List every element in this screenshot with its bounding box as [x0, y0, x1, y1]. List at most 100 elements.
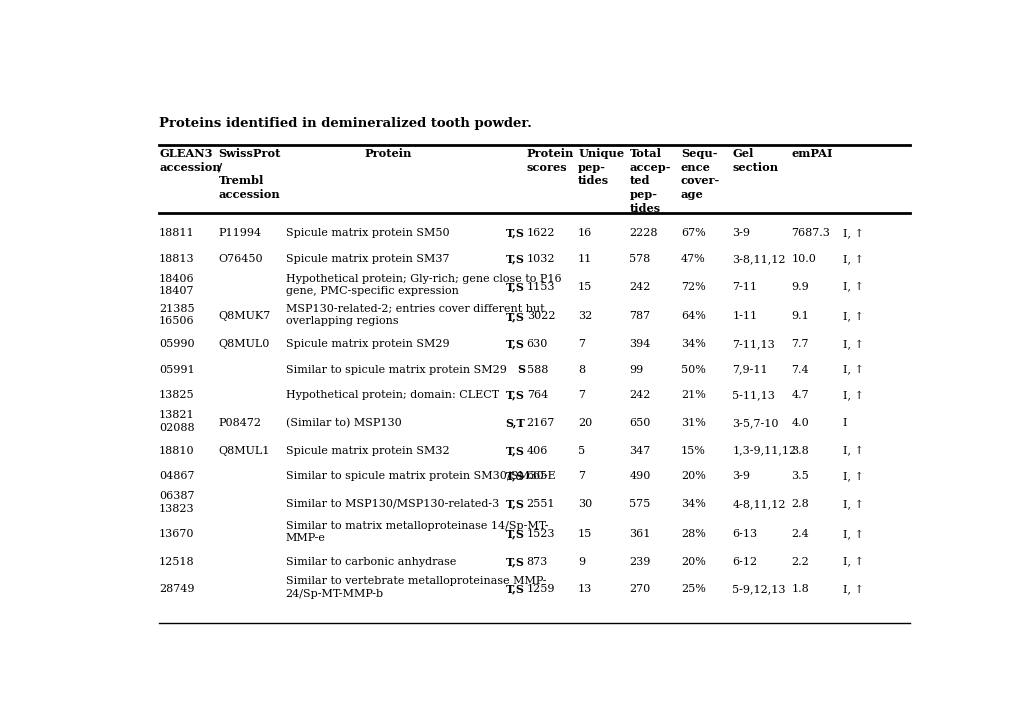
Text: 11: 11 [578, 254, 592, 264]
Text: S,T: S,T [504, 418, 525, 428]
Text: Q8MUK7: Q8MUK7 [218, 312, 270, 321]
Text: Spicule matrix protein SM37: Spicule matrix protein SM37 [285, 254, 448, 264]
Text: 4.7: 4.7 [791, 390, 808, 400]
Text: I, ↑: I, ↑ [842, 584, 863, 594]
Text: 406: 406 [526, 446, 547, 456]
Text: Similar to matrix metalloproteinase 14/Sp-MT-
MMP-e: Similar to matrix metalloproteinase 14/S… [285, 521, 547, 544]
Text: Spicule matrix protein SM29: Spicule matrix protein SM29 [285, 339, 448, 349]
Text: 873: 873 [526, 557, 547, 567]
Text: 2.8: 2.8 [791, 499, 808, 509]
Text: 20: 20 [578, 418, 592, 428]
Text: S: S [517, 364, 525, 375]
Text: 16: 16 [578, 228, 592, 238]
Text: 13670: 13670 [159, 528, 195, 539]
Text: 15: 15 [578, 282, 592, 292]
Text: 15: 15 [578, 528, 592, 539]
Text: P08472: P08472 [218, 418, 261, 428]
Text: Sequ-
ence
cover-
age: Sequ- ence cover- age [681, 148, 719, 200]
Text: 06387
13823: 06387 13823 [159, 491, 195, 513]
Text: 6-13: 6-13 [732, 528, 757, 539]
Text: 10.0: 10.0 [791, 254, 815, 264]
Text: T,S: T,S [505, 281, 525, 292]
Text: Q8MUL0: Q8MUL0 [218, 339, 269, 349]
Text: Similar to spicule matrix protein SM30/SM30-E: Similar to spicule matrix protein SM30/S… [285, 471, 554, 481]
Text: Unique
pep-
tides: Unique pep- tides [578, 148, 624, 186]
Text: 18811: 18811 [159, 228, 195, 238]
Text: Total
accep-
ted
pep-
tides: Total accep- ted pep- tides [629, 148, 671, 214]
Text: T,S: T,S [505, 471, 525, 482]
Text: 361: 361 [629, 528, 650, 539]
Text: T,S: T,S [505, 556, 525, 567]
Text: 20%: 20% [681, 557, 705, 567]
Text: 18813: 18813 [159, 254, 195, 264]
Text: 630: 630 [526, 339, 547, 349]
Text: O76450: O76450 [218, 254, 263, 264]
Text: Similar to spicule matrix protein SM29: Similar to spicule matrix protein SM29 [285, 365, 506, 374]
Text: emPAI: emPAI [791, 148, 833, 159]
Text: Gel
section: Gel section [732, 148, 777, 173]
Text: 7.4: 7.4 [791, 365, 808, 374]
Text: 5: 5 [578, 446, 585, 456]
Text: 7: 7 [578, 471, 585, 481]
Text: I, ↑: I, ↑ [842, 339, 863, 349]
Text: Hypothetical protein; domain: CLECT: Hypothetical protein; domain: CLECT [285, 390, 498, 400]
Text: 1153: 1153 [526, 282, 554, 292]
Text: 34%: 34% [681, 499, 705, 509]
Text: SwissProt
/
Trembl
accession: SwissProt / Trembl accession [218, 148, 280, 200]
Text: 72%: 72% [681, 282, 705, 292]
Text: 242: 242 [629, 282, 650, 292]
Text: 7: 7 [578, 390, 585, 400]
Text: 1259: 1259 [526, 584, 554, 594]
Text: 32: 32 [578, 312, 592, 321]
Text: 99: 99 [629, 365, 643, 374]
Text: 18406
18407: 18406 18407 [159, 274, 195, 296]
Text: 21385
16506: 21385 16506 [159, 304, 195, 326]
Text: 7,9-11: 7,9-11 [732, 365, 767, 374]
Text: 1,3-9,11,12: 1,3-9,11,12 [732, 446, 796, 456]
Text: 347: 347 [629, 446, 650, 456]
Text: 394: 394 [629, 339, 650, 349]
Text: T,S: T,S [505, 253, 525, 264]
Text: 665: 665 [526, 471, 547, 481]
Text: 270: 270 [629, 584, 650, 594]
Text: 490: 490 [629, 471, 650, 481]
Text: T,S: T,S [505, 390, 525, 401]
Text: I, ↑: I, ↑ [842, 312, 863, 321]
Text: I, ↑: I, ↑ [842, 390, 863, 400]
Text: 05990: 05990 [159, 339, 195, 349]
Text: 30: 30 [578, 499, 592, 509]
Text: 575: 575 [629, 499, 650, 509]
Text: I, ↑: I, ↑ [842, 528, 863, 539]
Text: 18810: 18810 [159, 446, 195, 456]
Text: T,S: T,S [505, 584, 525, 595]
Text: I: I [842, 418, 847, 428]
Text: 1-11: 1-11 [732, 312, 757, 321]
Text: MSP130-related-2; entries cover different but
overlapping regions: MSP130-related-2; entries cover differen… [285, 304, 544, 326]
Text: 2.4: 2.4 [791, 528, 808, 539]
Text: 5-9,12,13: 5-9,12,13 [732, 584, 785, 594]
Text: 1.8: 1.8 [791, 584, 808, 594]
Text: 3.5: 3.5 [791, 471, 808, 481]
Text: T,S: T,S [505, 445, 525, 456]
Text: T,S: T,S [505, 528, 525, 539]
Text: 578: 578 [629, 254, 650, 264]
Text: 13: 13 [578, 584, 592, 594]
Text: I, ↑: I, ↑ [842, 282, 863, 292]
Text: Q8MUL1: Q8MUL1 [218, 446, 269, 456]
Text: T,S: T,S [505, 228, 525, 239]
Text: 7: 7 [578, 339, 585, 349]
Text: P11994: P11994 [218, 228, 261, 238]
Text: Hypothetical protein; Gly-rich; gene close to P16
gene, PMC-specific expression: Hypothetical protein; Gly-rich; gene clo… [285, 274, 560, 296]
Text: 787: 787 [629, 312, 650, 321]
Text: 242: 242 [629, 390, 650, 400]
Text: I, ↑: I, ↑ [842, 446, 863, 456]
Text: I, ↑: I, ↑ [842, 557, 863, 567]
Text: Protein
scores: Protein scores [526, 148, 574, 173]
Text: 50%: 50% [681, 365, 705, 374]
Text: I, ↑: I, ↑ [842, 228, 863, 238]
Text: 588: 588 [526, 365, 547, 374]
Text: 4-8,11,12: 4-8,11,12 [732, 499, 785, 509]
Text: 7-11,13: 7-11,13 [732, 339, 774, 349]
Text: 13821
02088: 13821 02088 [159, 410, 195, 433]
Text: T,S: T,S [505, 311, 525, 322]
